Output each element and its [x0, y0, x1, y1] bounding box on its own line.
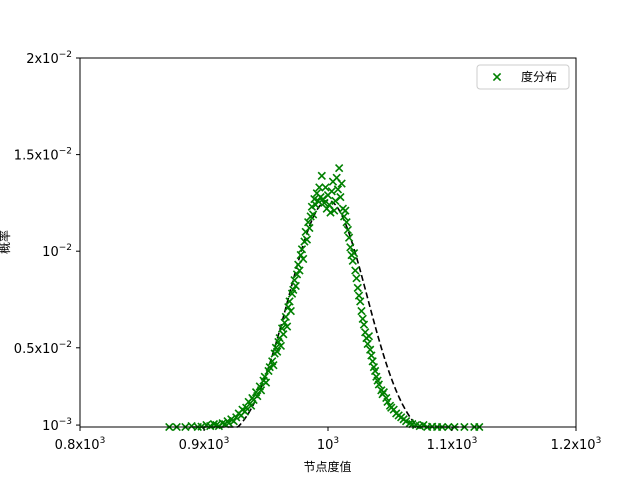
scatter-point — [374, 380, 384, 389]
scatter-point — [327, 187, 336, 196]
scatter-point — [357, 306, 366, 316]
scatter-point — [253, 391, 262, 401]
ticks-layer: 0.8x103 0.9x103 103 1.1x103 1.2x103 10−3 0.5x1… — [14, 50, 602, 453]
legend: 度分布 — [476, 64, 570, 90]
x-axis-label: 节点度值 — [303, 459, 351, 474]
scatter-point — [383, 397, 392, 407]
scatter-point — [313, 196, 323, 206]
axes-layer — [79, 57, 577, 428]
scatter-point — [241, 403, 251, 412]
scatter-point — [289, 285, 298, 294]
scatter-point — [379, 388, 388, 397]
tick-label: 1.1x103 — [427, 436, 478, 453]
scatter-point — [330, 206, 339, 215]
fit-curve — [191, 199, 465, 428]
scatter-point — [282, 322, 292, 331]
tick-label: 1.2x103 — [551, 436, 602, 453]
scatter-point — [292, 270, 302, 279]
legend-box — [476, 64, 570, 90]
scatter-point — [337, 179, 346, 188]
scatter-point — [320, 198, 329, 208]
scatter-point — [356, 297, 365, 306]
scatter-point — [341, 206, 350, 215]
scatter-point — [285, 297, 294, 306]
scatter-point — [232, 413, 241, 422]
scatter-point — [311, 200, 320, 209]
scatter-point — [297, 245, 307, 254]
tick-label: 0.5x10−2 — [14, 340, 72, 357]
scatter-point — [229, 417, 238, 426]
tick-label: 103 — [317, 436, 339, 453]
scatter-point — [299, 254, 308, 264]
scatter-point — [352, 274, 361, 283]
tick-label: 1.5x10−2 — [14, 147, 72, 164]
tick-label: 10−3 — [42, 417, 72, 434]
scatter-point — [346, 243, 355, 252]
scatter-point — [364, 332, 374, 341]
scatter-point — [269, 361, 278, 370]
scatter-point — [405, 418, 415, 428]
scatter-points-layer — [165, 163, 484, 432]
scatter-point — [363, 339, 372, 349]
fit-curve-layer — [191, 199, 465, 428]
scatter-point — [256, 386, 266, 395]
scatter-point — [317, 171, 326, 181]
legend-marker-x — [492, 72, 502, 82]
scatter-point — [272, 347, 282, 356]
scatter-point — [349, 248, 359, 258]
scatter-point — [321, 183, 330, 192]
scatter-point — [344, 233, 354, 242]
y-axis-label: 概率 — [0, 230, 12, 254]
scatter-point — [308, 210, 318, 219]
scatter-point — [342, 218, 351, 227]
scatter-point — [353, 283, 362, 293]
scatter-point — [351, 266, 360, 275]
legend-entry-label: 度分布 — [521, 69, 557, 84]
scatter-point — [334, 163, 344, 173]
scatter-point — [276, 341, 286, 351]
scatter-point — [315, 183, 324, 192]
scatter-point — [359, 320, 369, 329]
scatter-point — [246, 401, 256, 410]
scatter-point — [291, 281, 300, 291]
tick-label: 0.9x103 — [179, 436, 230, 453]
scatter-point — [348, 256, 357, 266]
scatter-point — [336, 192, 345, 202]
scatter-point — [305, 223, 314, 233]
scatter-point — [224, 418, 233, 428]
scatter-point — [343, 225, 353, 235]
scatter-point — [261, 378, 271, 387]
plot-frame — [79, 57, 577, 428]
tick-label: 10−2 — [42, 243, 72, 260]
tick-label: 2x10−2 — [26, 50, 72, 67]
scatter-point — [295, 266, 304, 275]
scatter-point — [333, 185, 343, 194]
scatter-point — [279, 330, 288, 339]
scatter-point — [302, 235, 312, 244]
scatter-point — [218, 418, 227, 428]
tick-label: 0.8x103 — [55, 436, 106, 453]
scatter-point — [286, 306, 295, 316]
